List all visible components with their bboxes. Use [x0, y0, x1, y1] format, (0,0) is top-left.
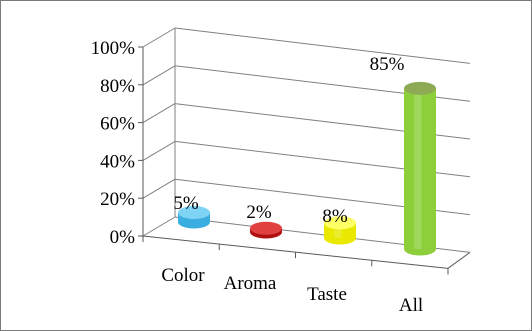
floor-right-edge [447, 251, 471, 269]
gridline-side [142, 65, 176, 86]
category-label: All [399, 295, 423, 316]
gridline-side [142, 27, 176, 48]
y-tick-label: 20% [100, 189, 135, 210]
gridline-side [142, 140, 176, 161]
gridline-side [142, 103, 176, 124]
bar-top [404, 81, 436, 95]
x-axis: Color Aroma Taste All [142, 236, 449, 316]
bar-aroma [250, 221, 282, 239]
category-label: Color [161, 265, 205, 286]
bar-highlight [414, 88, 422, 249]
gridline-side [142, 178, 176, 199]
bar-highlight [334, 222, 342, 238]
y-tick-label: 40% [100, 151, 135, 172]
data-label: 5% [173, 193, 199, 214]
category-label: Taste [307, 284, 347, 305]
gridline [174, 27, 471, 64]
bar-taste [324, 216, 356, 245]
category-label: Aroma [224, 273, 277, 294]
data-labels: 5% 2% 8% 85% [173, 54, 404, 227]
y-tick-label: 100% [91, 38, 136, 59]
bar-top [250, 221, 282, 235]
data-label: 2% [246, 202, 272, 223]
bars [178, 81, 436, 256]
bar-all [404, 81, 436, 256]
bar-body [404, 88, 436, 256]
y-axis: 0% 20% 40% 60% 80% 100% [91, 38, 143, 248]
y-tick-label: 60% [100, 114, 135, 135]
y-tick-label: 80% [100, 76, 135, 97]
gridline-side [142, 216, 176, 237]
y-tick-label: 0% [110, 227, 136, 248]
bar-color [178, 206, 210, 229]
data-label: 8% [322, 206, 348, 227]
bar-top [178, 206, 210, 220]
bar-top [324, 216, 356, 230]
data-label: 85% [370, 54, 405, 75]
